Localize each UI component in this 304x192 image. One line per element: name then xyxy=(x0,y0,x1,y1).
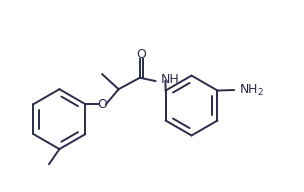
Text: NH: NH xyxy=(161,73,180,86)
Text: O: O xyxy=(136,48,147,61)
Text: NH$_2$: NH$_2$ xyxy=(239,82,264,98)
Text: O: O xyxy=(97,98,107,111)
